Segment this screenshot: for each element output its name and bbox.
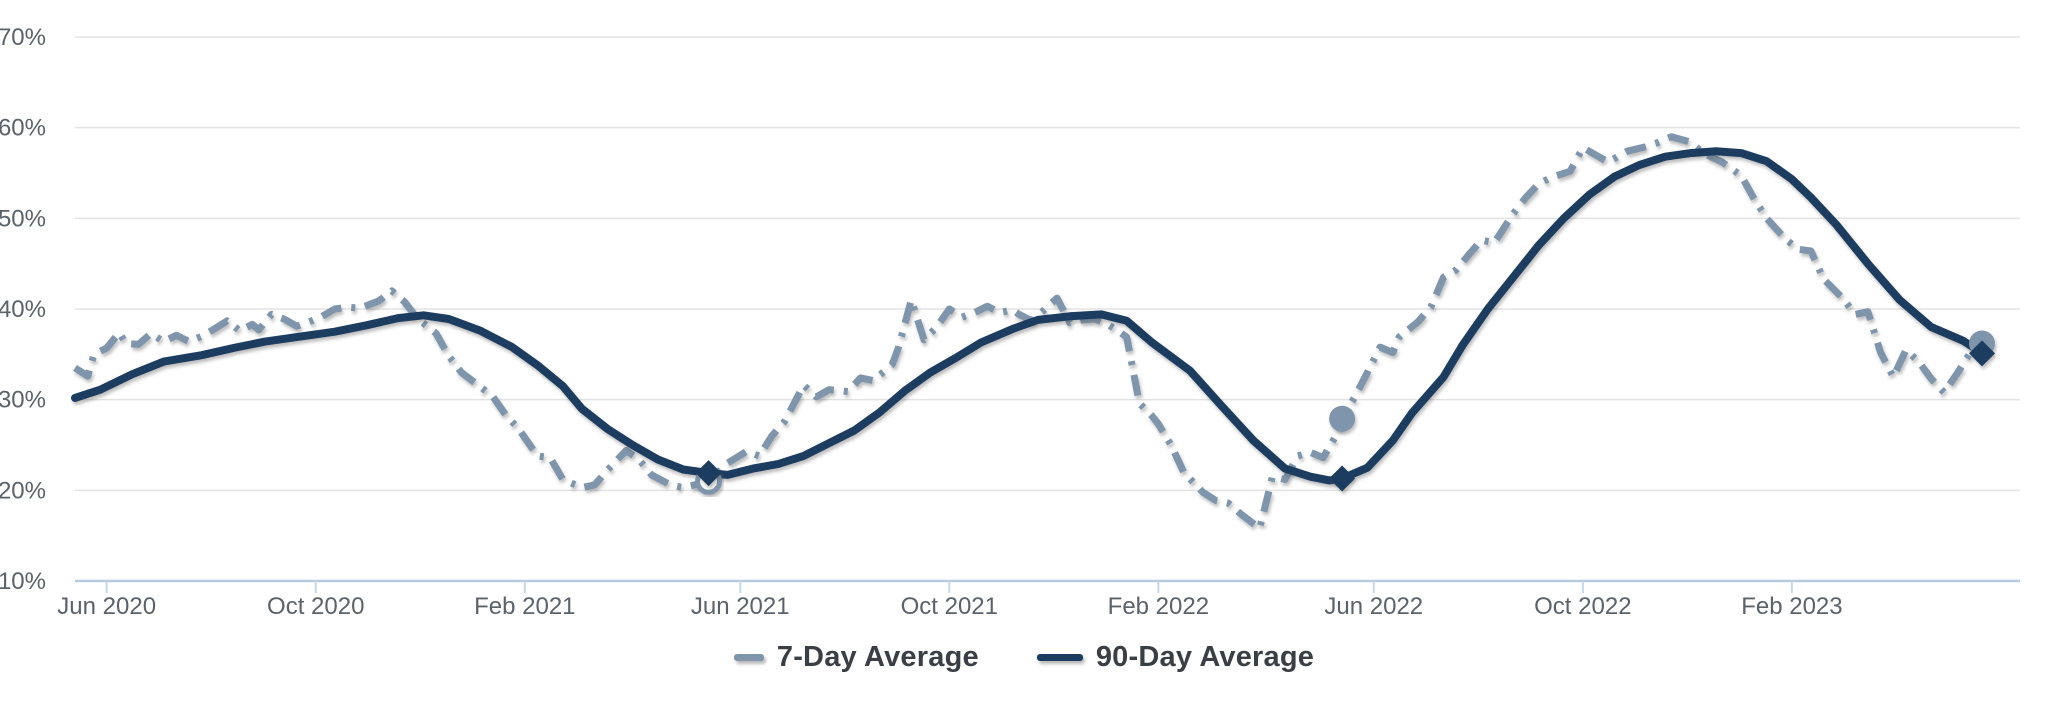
diamond-marker[interactable] bbox=[1968, 340, 1995, 367]
y-tick-label: 20% bbox=[0, 477, 46, 504]
legend-label: 7-Day Average bbox=[776, 641, 979, 673]
x-tick-label: Oct 2020 bbox=[267, 593, 364, 620]
series-line-90-day[interactable] bbox=[71, 147, 1986, 485]
circle-marker[interactable] bbox=[1329, 405, 1356, 432]
chart-legend: 7-Day Average 90-Day Average bbox=[0, 641, 2048, 674]
legend-item-7-day-average[interactable]: 7-Day Average bbox=[733, 641, 979, 674]
y-tick-label: 70% bbox=[0, 24, 46, 51]
legend-label: 90-Day Average bbox=[1095, 641, 1315, 673]
x-tick-label: Feb 2021 bbox=[474, 593, 575, 620]
diamond-marker[interactable] bbox=[695, 460, 722, 487]
90-day-average-swatch-icon bbox=[1036, 654, 1083, 661]
y-tick-label: 40% bbox=[0, 296, 46, 323]
y-tick-label: 30% bbox=[0, 387, 46, 414]
series-line-7-day[interactable] bbox=[73, 133, 1985, 532]
x-tick-label: Oct 2022 bbox=[1534, 593, 1631, 620]
x-tick-label: Feb 2022 bbox=[1108, 593, 1209, 620]
x-tick-label: Jun 2021 bbox=[691, 593, 790, 620]
x-tick-label: Feb 2023 bbox=[1741, 593, 1842, 620]
diamond-marker[interactable] bbox=[1329, 465, 1356, 492]
y-tick-label: 50% bbox=[0, 205, 46, 232]
y-tick-label: 10% bbox=[0, 568, 46, 595]
legend-item-90-day-average[interactable]: 90-Day Average bbox=[1036, 641, 1315, 674]
x-tick-label: Jun 2020 bbox=[57, 593, 156, 620]
x-tick-label: Oct 2021 bbox=[901, 593, 998, 620]
7-day-average-swatch-icon bbox=[733, 654, 764, 661]
x-tick-label: Jun 2022 bbox=[1324, 593, 1423, 620]
y-tick-label: 60% bbox=[0, 115, 46, 142]
